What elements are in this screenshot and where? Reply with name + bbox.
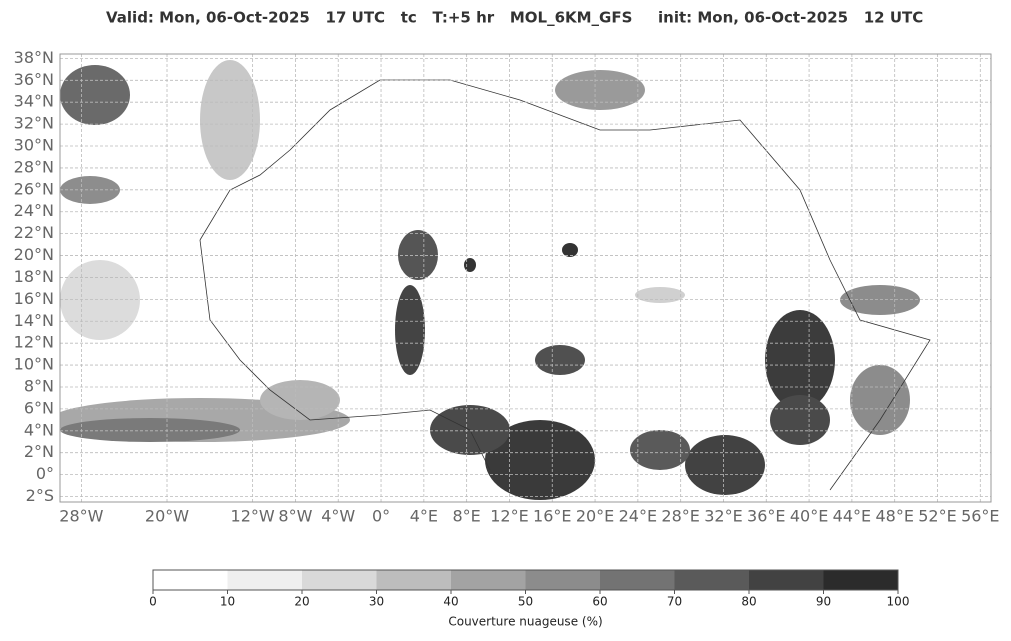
colorbar-segment [227,570,302,590]
lat-tick-label: 2°S [26,486,54,505]
colorbar-tick-label: 10 [220,595,235,609]
lat-tick-label: 30°N [14,136,54,155]
lat-tick-label: 10°N [14,355,54,374]
lat-tick-label: 0° [36,464,54,483]
lon-tick-label: 36°E [747,507,785,526]
lon-tick-label: 12°E [490,507,528,526]
lon-tick-label: 48°E [875,507,913,526]
lon-tick-label: 4°E [410,507,438,526]
lon-tick-label: 4°W [321,507,355,526]
colorbar-tick-label: 50 [518,595,533,609]
colorbar-segment [749,570,824,590]
colorbar-segment [525,570,600,590]
lat-tick-label: 6°N [24,398,54,417]
colorbar-segment [600,570,675,590]
title-valid: Valid: Mon, 06-Oct-2025 17 UTC tc T:+5 h… [106,9,632,27]
lon-tick-label: 40°E [790,507,828,526]
lat-tick-label: 28°N [14,157,54,176]
colorbar-tick-label: 60 [592,595,607,609]
colorbar-segment [153,570,228,590]
lat-tick-label: 20°N [14,245,54,264]
colorbar-tick-label: 20 [294,595,309,609]
colorbar-segment [376,570,451,590]
title-init: init: Mon, 06-Oct-2025 12 UTC [658,9,923,27]
lat-tick-label: 32°N [14,114,54,133]
lat-tick-label: 24°N [14,201,54,220]
lon-tick-label: 32°E [704,507,742,526]
lon-tick-label: 28°W [59,507,103,526]
lon-tick-label: 56°E [961,507,999,526]
lon-tick-label: 20°E [576,507,614,526]
colorbar-tick-label: 90 [816,595,831,609]
lat-tick-label: 26°N [14,179,54,198]
colorbar-tick-label: 30 [369,595,384,609]
lat-tick-label: 8°N [24,376,54,395]
lon-tick-label: 8°E [452,507,480,526]
lon-tick-label: 0° [372,507,390,526]
lat-tick-label: 36°N [14,70,54,89]
lat-tick-label: 22°N [14,223,54,242]
lat-tick-label: 34°N [14,92,54,111]
colorbar-segment [823,570,898,590]
lon-tick-label: 8°W [278,507,312,526]
colorbar-segment [451,570,526,590]
lon-tick-label: 20°W [145,507,189,526]
map-frame [59,53,992,503]
colorbar-segment [674,570,749,590]
colorbar-tick-label: 40 [443,595,458,609]
lat-tick-label: 4°N [24,420,54,439]
lon-tick-label: 12°W [231,507,275,526]
lat-tick-label: 38°N [14,48,54,67]
lat-tick-label: 18°N [14,267,54,286]
colorbar-segment [302,570,377,590]
lon-tick-label: 28°E [661,507,699,526]
colorbar-label: Couverture nuageuse (%) [448,615,602,629]
lat-tick-label: 2°N [24,442,54,461]
lat-tick-label: 14°N [14,311,54,330]
colorbar-tick-label: 80 [741,595,756,609]
coastline [199,79,931,491]
lat-tick-label: 16°N [14,289,54,308]
lon-tick-label: 44°E [833,507,871,526]
lat-tick-label: 12°N [14,333,54,352]
colorbar-tick-label: 70 [667,595,682,609]
colorbar-tick-label: 0 [149,595,157,609]
colorbar-tick-label: 100 [887,595,910,609]
lon-tick-label: 52°E [918,507,956,526]
lon-tick-label: 16°E [533,507,571,526]
lon-tick-label: 24°E [619,507,657,526]
